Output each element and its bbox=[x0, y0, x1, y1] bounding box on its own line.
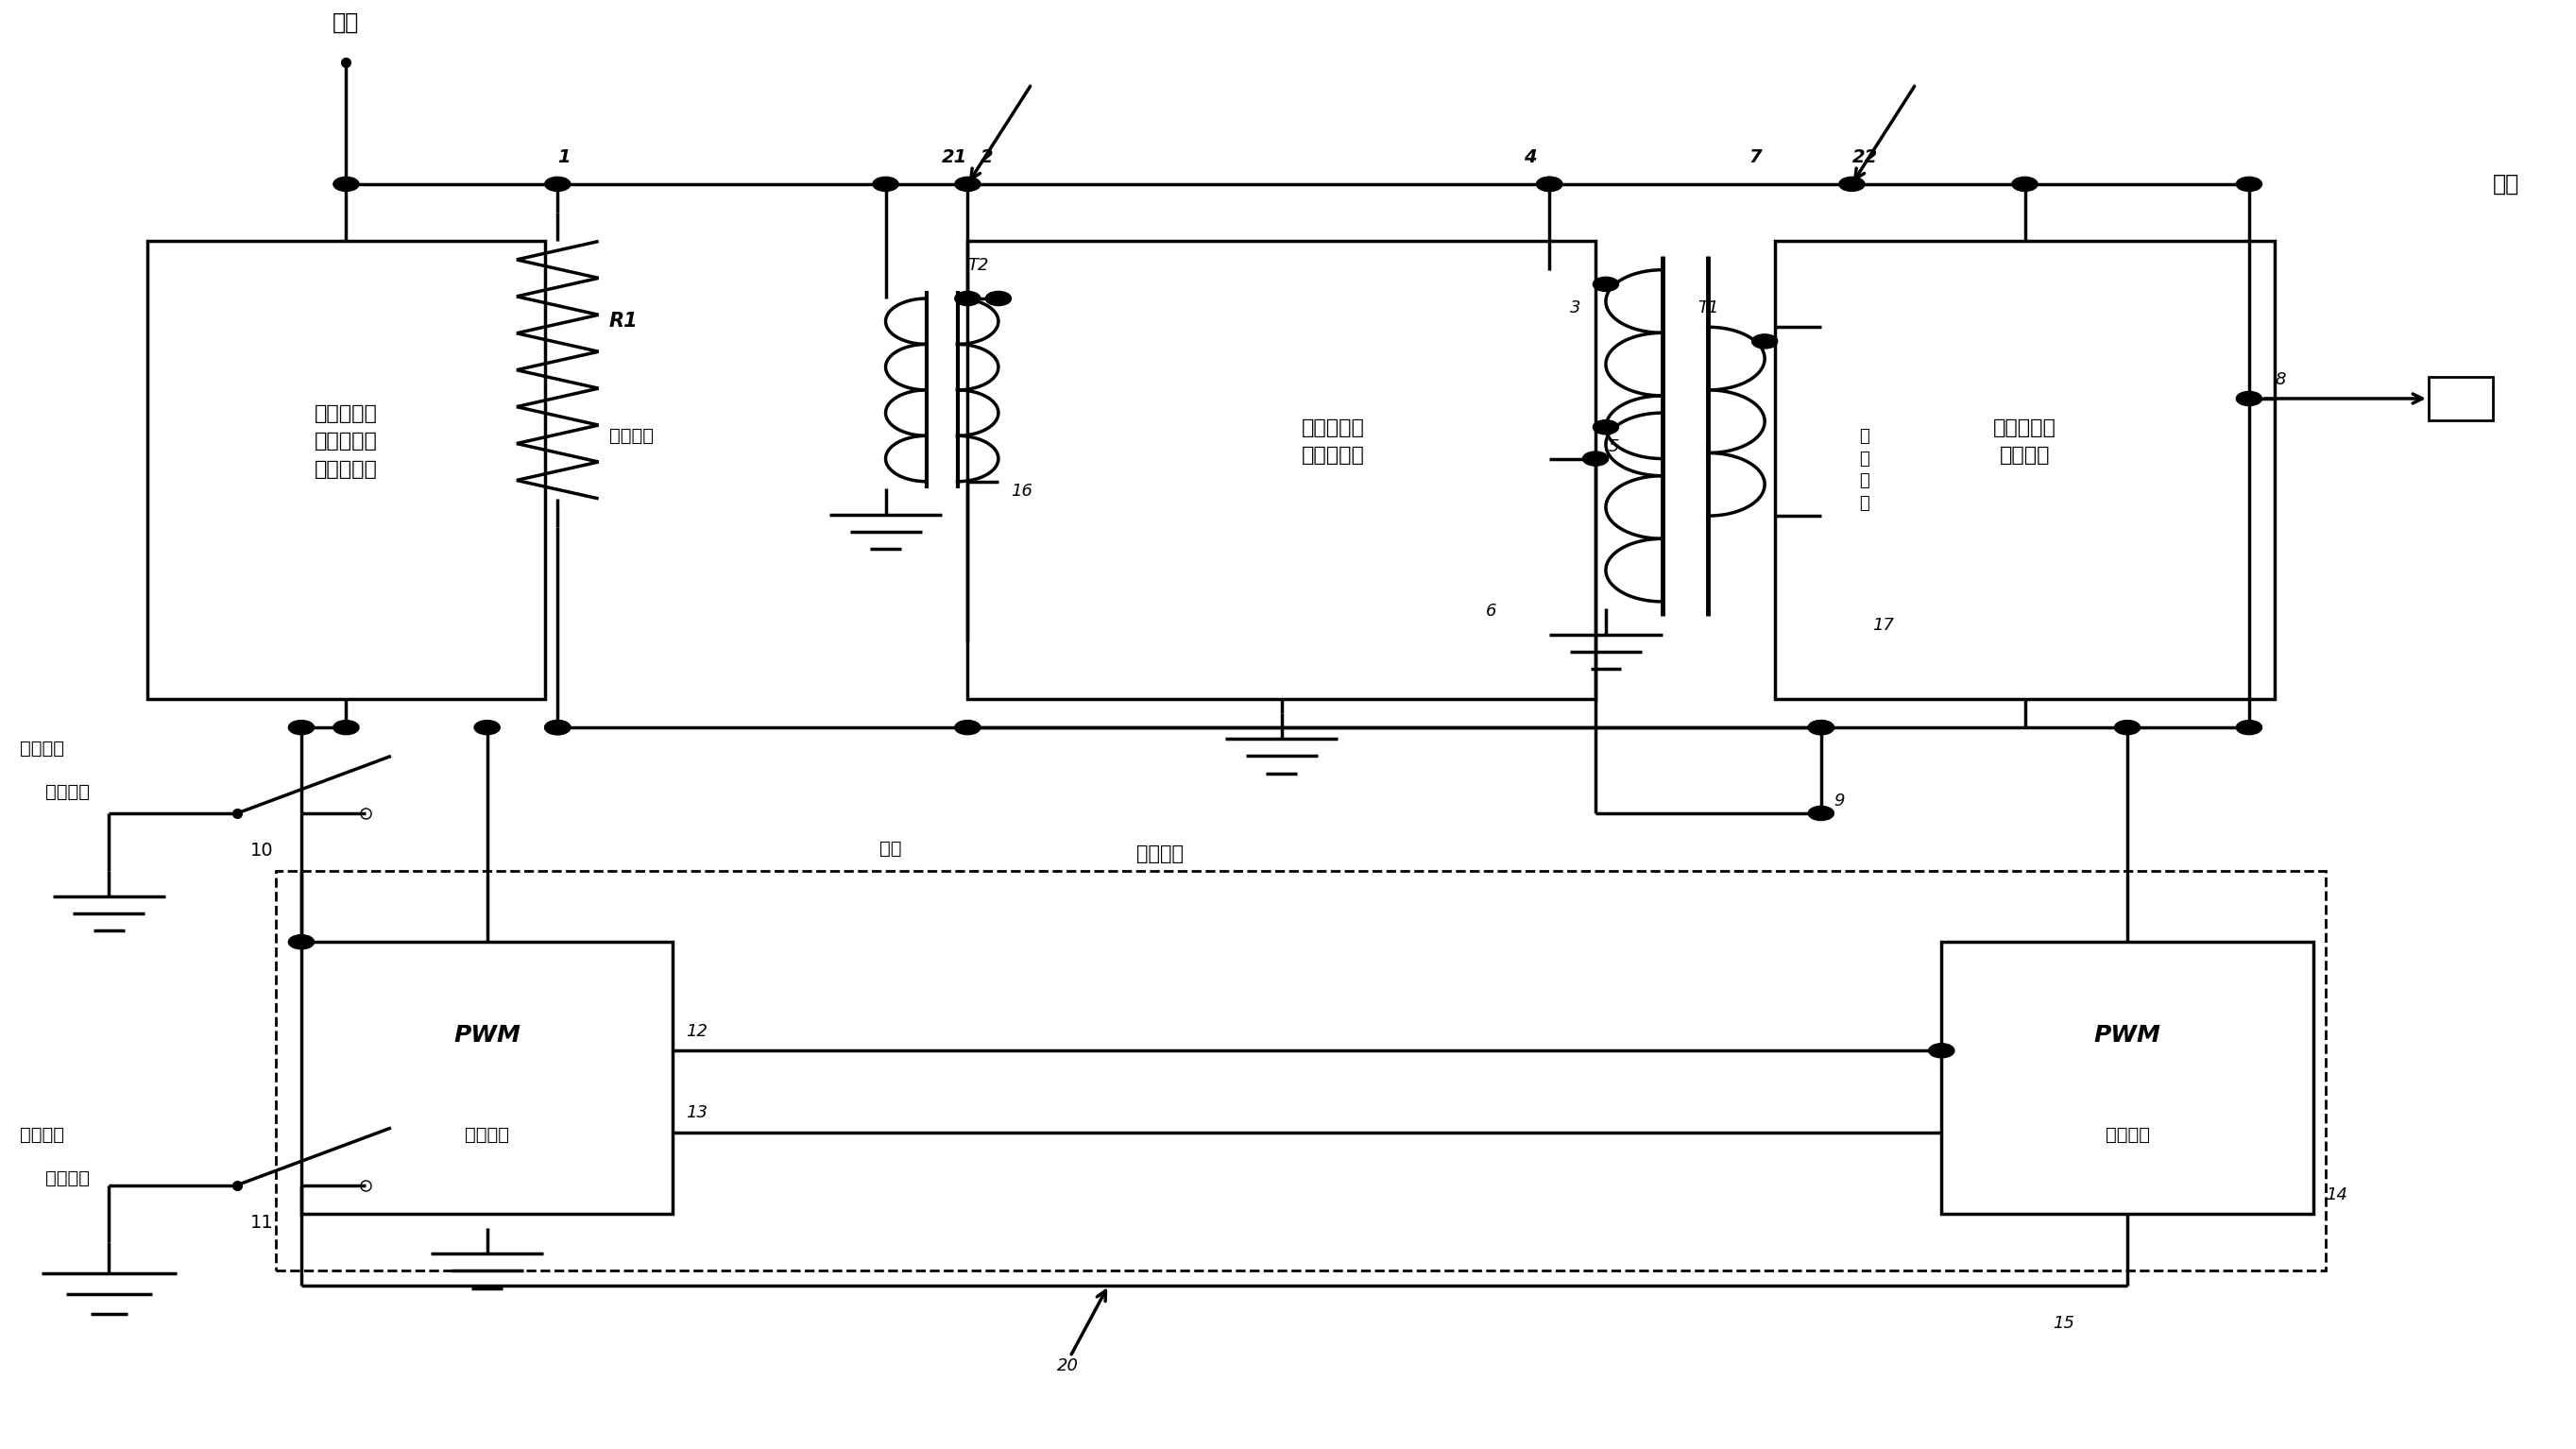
Bar bbox=[2429, 377, 2494, 420]
Text: （一次）: （一次） bbox=[44, 782, 90, 801]
Circle shape bbox=[1808, 806, 1834, 820]
Bar bbox=[1942, 942, 2313, 1214]
Text: 远方通断: 远方通断 bbox=[21, 1126, 64, 1143]
Text: 13: 13 bbox=[685, 1104, 708, 1122]
Circle shape bbox=[474, 720, 500, 735]
Text: 3: 3 bbox=[1569, 300, 1582, 316]
Text: 控制电路: 控制电路 bbox=[1136, 845, 1185, 864]
Text: T1: T1 bbox=[1698, 300, 1718, 316]
Text: 17: 17 bbox=[1873, 617, 1893, 635]
Text: 辅
助
电
源: 辅 助 电 源 bbox=[1860, 427, 1870, 511]
Text: 10: 10 bbox=[250, 842, 273, 859]
Text: 远方通断: 远方通断 bbox=[21, 740, 64, 758]
Text: 20: 20 bbox=[1056, 1358, 1079, 1375]
Text: 输入整流器
和滤波器: 输入整流器 和滤波器 bbox=[1994, 419, 2056, 465]
Circle shape bbox=[873, 177, 899, 191]
Text: 14: 14 bbox=[2326, 1187, 2347, 1203]
Circle shape bbox=[956, 720, 981, 735]
Text: 5: 5 bbox=[1607, 438, 1620, 455]
Text: 4: 4 bbox=[1525, 148, 1538, 167]
Circle shape bbox=[544, 720, 569, 735]
Circle shape bbox=[1808, 720, 1834, 735]
Text: 9: 9 bbox=[1834, 793, 1844, 810]
Circle shape bbox=[1752, 335, 1777, 349]
Bar bbox=[969, 242, 1595, 698]
Circle shape bbox=[1808, 720, 1834, 735]
Text: 15: 15 bbox=[2053, 1314, 2074, 1332]
Text: 2: 2 bbox=[981, 148, 994, 167]
Circle shape bbox=[1929, 1043, 1955, 1058]
Circle shape bbox=[289, 720, 314, 735]
Text: 12: 12 bbox=[685, 1023, 708, 1040]
Circle shape bbox=[987, 291, 1012, 306]
Text: 16: 16 bbox=[1012, 483, 1033, 500]
Circle shape bbox=[2236, 720, 2262, 735]
Circle shape bbox=[544, 720, 569, 735]
Bar bbox=[147, 242, 544, 698]
Text: PWM: PWM bbox=[453, 1023, 520, 1046]
Circle shape bbox=[2012, 177, 2038, 191]
Text: 反馈: 反馈 bbox=[878, 840, 902, 858]
Circle shape bbox=[332, 720, 358, 735]
Text: 21: 21 bbox=[943, 148, 969, 167]
Circle shape bbox=[332, 177, 358, 191]
Text: 11: 11 bbox=[250, 1214, 273, 1232]
Text: 家用电源: 家用电源 bbox=[608, 427, 654, 445]
Circle shape bbox=[1538, 177, 1561, 191]
Circle shape bbox=[2236, 391, 2262, 406]
Circle shape bbox=[289, 935, 314, 949]
Circle shape bbox=[956, 177, 981, 191]
Circle shape bbox=[1538, 177, 1561, 191]
Text: 输入滤波器
和极性保护
（整流器）: 输入滤波器 和极性保护 （整流器） bbox=[314, 404, 379, 478]
Text: 输出: 输出 bbox=[2494, 172, 2519, 196]
Text: （一次）: （一次） bbox=[464, 1126, 510, 1143]
Circle shape bbox=[956, 291, 981, 306]
Circle shape bbox=[1839, 177, 1865, 191]
Circle shape bbox=[1592, 420, 1618, 435]
Text: PWM: PWM bbox=[2094, 1023, 2161, 1046]
Circle shape bbox=[1582, 452, 1607, 465]
Bar bbox=[301, 942, 672, 1214]
Text: R1: R1 bbox=[608, 312, 639, 330]
Text: 22: 22 bbox=[1852, 148, 1878, 167]
Circle shape bbox=[2115, 720, 2141, 735]
Text: （二次）: （二次） bbox=[44, 1169, 90, 1187]
Text: （二次）: （二次） bbox=[2105, 1126, 2148, 1143]
Text: 8: 8 bbox=[2275, 371, 2285, 388]
Circle shape bbox=[1592, 277, 1618, 291]
Bar bbox=[276, 871, 2326, 1271]
Text: 1: 1 bbox=[556, 148, 569, 167]
Text: 输入: 输入 bbox=[332, 12, 361, 33]
Circle shape bbox=[2236, 177, 2262, 191]
Text: 6: 6 bbox=[1486, 603, 1497, 620]
Circle shape bbox=[544, 177, 569, 191]
Text: 高频逆变器
（一次侧）: 高频逆变器 （一次侧） bbox=[1301, 419, 1365, 465]
Text: T2: T2 bbox=[969, 256, 989, 274]
Bar bbox=[1775, 242, 2275, 698]
Text: 7: 7 bbox=[1749, 148, 1762, 167]
